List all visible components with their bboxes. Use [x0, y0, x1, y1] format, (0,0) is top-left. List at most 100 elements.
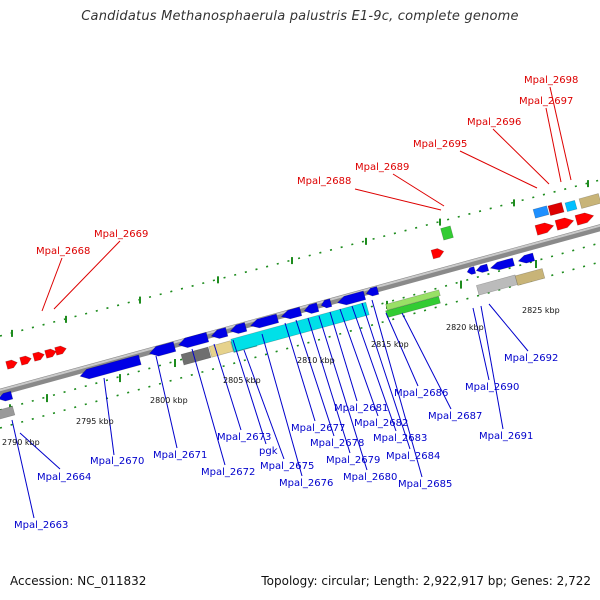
gene-feature	[210, 327, 229, 339]
gene-feature	[303, 302, 320, 314]
leader-line	[488, 303, 529, 352]
gene-feature	[547, 201, 565, 217]
gene-feature	[430, 248, 445, 260]
gene-label-reverse[interactable]: Mpal_2684	[386, 451, 440, 462]
gene-label-reverse[interactable]: Mpal_2676	[279, 478, 333, 489]
gene-label-forward[interactable]: Mpal_2697	[519, 96, 573, 107]
leader-line	[459, 150, 538, 189]
leader-line	[472, 307, 490, 381]
gene-feature	[177, 331, 210, 348]
scale-label: 2810 kbp	[297, 356, 335, 365]
gene-feature	[574, 212, 595, 226]
gene-label-reverse[interactable]: Mpal_2685	[398, 479, 452, 490]
tick-row	[0, 261, 600, 429]
leader-line	[284, 322, 316, 422]
leader-line	[243, 349, 285, 460]
gene-label-reverse[interactable]: Mpal_2681	[334, 403, 388, 414]
leader-line	[492, 128, 550, 185]
leader-line	[11, 419, 35, 519]
gene-feature	[554, 217, 575, 231]
leader-line	[361, 302, 411, 450]
forward-gene-labels: Mpal_2668 Mpal_2669 Mpal_2688 Mpal_2689 …	[36, 75, 578, 257]
tick-row	[0, 179, 600, 337]
gene-feature	[532, 205, 550, 219]
gene-label-reverse[interactable]: Mpal_2663	[14, 520, 68, 531]
gene-feature	[476, 274, 518, 296]
leader-line	[392, 173, 445, 207]
scale-labels: 2790 kbp 2795 kbp 2800 kbp 2805 kbp 2810…	[2, 306, 560, 447]
gene-feature	[19, 355, 32, 366]
genome-summary-text: Topology: circular; Length: 2,922,917 bp…	[261, 574, 591, 588]
gene-label-reverse[interactable]: Mpal_2671	[153, 450, 207, 461]
gene-label-reverse[interactable]: Mpal_2692	[504, 353, 558, 364]
gene-feature	[79, 354, 142, 380]
leader-line	[41, 257, 63, 312]
scale-label: 2805 kbp	[223, 376, 261, 385]
gene-feature	[440, 225, 454, 241]
gene-label-forward[interactable]: Mpal_2696	[467, 117, 521, 128]
scale-label: 2800 kbp	[150, 396, 188, 405]
leader-line	[155, 355, 178, 449]
gene-label-reverse[interactable]: Mpal_2686	[394, 388, 448, 399]
gene-label-reverse[interactable]: Mpal_2679	[326, 455, 380, 466]
gene-label-reverse[interactable]: Mpal_2691	[479, 431, 533, 442]
leader-line	[549, 86, 572, 181]
gene-label-reverse[interactable]: Mpal_2682	[354, 418, 408, 429]
gene-label-forward[interactable]: Mpal_2688	[297, 176, 351, 187]
gene-feature	[229, 322, 248, 334]
gene-feature	[385, 289, 441, 311]
gene-label-reverse[interactable]: Mpal_2683	[373, 433, 427, 444]
gene-feature	[365, 286, 380, 297]
scale-label: 2795 kbp	[76, 417, 114, 426]
gene-label-reverse[interactable]: Mpal_2670	[90, 456, 144, 467]
leader-line	[480, 305, 504, 430]
leader-line	[213, 343, 242, 431]
gene-label-reverse[interactable]: pgk	[259, 446, 278, 457]
gene-label-reverse[interactable]: Mpal_2690	[465, 382, 519, 393]
gene-label-reverse[interactable]: Mpal_2677	[291, 423, 345, 434]
gene-feature	[249, 313, 280, 329]
map-title: Candidatus Methanosphaerula palustris E1…	[81, 9, 519, 24]
reverse-gene-labels: Mpal_2663 Mpal_2664 Mpal_2670 Mpal_2671 …	[14, 353, 558, 531]
gene-label-forward[interactable]: Mpal_2695	[413, 139, 467, 150]
scale-label: 2790 kbp	[2, 438, 40, 447]
leader-line	[354, 188, 442, 211]
gene-feature	[180, 346, 212, 366]
scale-label: 2820 kbp	[446, 323, 484, 332]
leader-line	[191, 348, 226, 466]
gene-label-forward[interactable]: Mpal_2689	[355, 162, 409, 173]
gene-feature	[208, 340, 234, 358]
tick-rows	[0, 179, 600, 429]
leader-line	[545, 107, 562, 183]
gene-label-forward[interactable]: Mpal_2698	[524, 75, 578, 86]
gene-label-forward[interactable]: Mpal_2669	[94, 229, 148, 240]
leader-line	[261, 333, 303, 477]
leader-line	[232, 339, 267, 445]
gene-label-reverse[interactable]: Mpal_2672	[201, 467, 255, 478]
gene-feature	[517, 252, 536, 264]
accession-text: Accession: NC_011832	[10, 574, 147, 588]
gene-feature	[44, 348, 57, 359]
gene-feature	[489, 257, 515, 271]
gene-feature	[320, 298, 333, 309]
gene-label-reverse[interactable]: Mpal_2680	[343, 472, 397, 483]
gene-feature	[336, 290, 367, 306]
gene-feature	[534, 222, 555, 236]
scale-label: 2825 kbp	[522, 306, 560, 315]
gene-label-reverse[interactable]: Mpal_2664	[37, 472, 91, 483]
leader-line	[53, 240, 121, 310]
gene-feature	[54, 345, 67, 356]
gene-features	[0, 193, 600, 421]
gene-label-reverse[interactable]: Mpal_2675	[260, 461, 314, 472]
gene-label-forward[interactable]: Mpal_2668	[36, 246, 90, 257]
gene-label-reverse[interactable]: Mpal_2678	[310, 438, 364, 449]
leader-line	[295, 319, 335, 437]
leader-line	[329, 311, 358, 402]
gene-label-reverse[interactable]: Mpal_2673	[217, 432, 271, 443]
gene-feature	[0, 390, 14, 402]
gene-label-reverse[interactable]: Mpal_2687	[428, 411, 482, 422]
leader-line	[339, 308, 379, 417]
leader-line	[103, 377, 115, 456]
